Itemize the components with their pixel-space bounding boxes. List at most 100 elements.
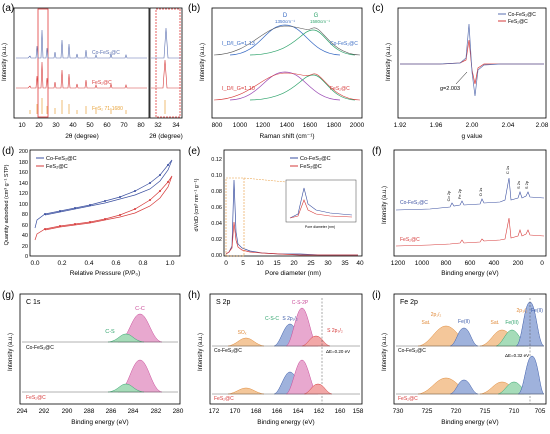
panel-h-peak-sox-top (227, 337, 265, 347)
panel-f-label-co: Co-FeS₂@C (400, 200, 428, 206)
panel-i-peak-fe2-b: Fe(II) (531, 308, 543, 314)
panel-g-peak-CS: C-S (105, 329, 115, 335)
panel-b-xtick: 2000 (350, 122, 365, 129)
panel-i-xticks: 730 725 720 715 710 705 (393, 408, 546, 415)
panel-c-xtick: 2.08 (536, 122, 549, 129)
panel-i-label-fes: FeS₂@C (398, 396, 418, 402)
panel-i-letter: (i) (372, 290, 381, 301)
panel-e: (e) dV/dD (cm³ nm⁻¹ g⁻¹) Pore diameter (… (188, 146, 364, 277)
panel-c-legend-co: Co-FeS₂@C (508, 12, 536, 18)
panel-b: (b) Intensity (a.u.) D G 1350cm⁻¹ 1580cm… (188, 3, 365, 140)
panel-a-frame-right (149, 7, 183, 119)
panel-e-series-fes (225, 221, 358, 256)
panel-b-ratio-bottom: I_D/I_G=1.10 (222, 86, 255, 92)
panel-d-xtick: 1.0 (165, 260, 174, 267)
panel-e-xtick: 5 (241, 260, 245, 267)
panel-e-ytick: 0.12 (211, 157, 222, 163)
panel-i-peak-2p12: 2p₁/₂ (431, 312, 442, 318)
panel-a-series-fes (16, 61, 147, 89)
panel-a-frame-left (13, 7, 150, 119)
panel-f-frame (393, 149, 547, 257)
panel-c-xlabel: g value (462, 133, 483, 140)
panel-b-xtick: 1000 (233, 122, 248, 129)
panel-h-peak-csc-top (301, 335, 331, 347)
panel-e-legend-fes: FeS₂@C (300, 164, 322, 170)
panel-i-peak-2p32: 2p₃/₂ (517, 308, 528, 314)
panel-g-xtick: 284 (128, 408, 139, 415)
panel-c-xtick: 2.04 (502, 122, 515, 129)
panel-f: (f) Intensity (a.u.) Co 2p Fe 2p O 1s C … (372, 146, 547, 277)
panel-b-fit-G-top (249, 29, 356, 56)
panel-g-peak-CC: C-C (135, 306, 145, 312)
panel-f-xtick: 200 (513, 260, 524, 267)
panel-c: (c) Intensity (a.u.) Co-FeS₂@C FeS₂@C g=… (372, 3, 549, 140)
panel-h-frame (209, 293, 363, 405)
panel-g-ylabel: Intensity (a.u.) (8, 333, 14, 371)
panel-h-xtick: 168 (251, 408, 262, 415)
panel-i-shift: ΔE=0.32 eV (505, 353, 529, 358)
panel-h-label-fes: FeS₂@C (214, 396, 234, 402)
panel-e-inset-xlabel: Pore diameter (nm) (305, 225, 335, 229)
panel-c-legend-fes: FeS₂@C (508, 19, 528, 25)
panel-b-fit-D-bottom (229, 71, 341, 101)
panel-d-xticks: 0.0 0.2 0.4 0.6 0.8 1.0 (30, 260, 174, 267)
panel-d-ytick: 120 (19, 191, 28, 197)
panel-i-peak-fe2-12-top (449, 327, 479, 347)
panel-e-ytick: 0.08 (211, 189, 222, 195)
panel-e-letter: (e) (188, 146, 200, 157)
panel-e-yticks: 0.00 0.02 0.04 0.06 0.08 0.10 0.12 (211, 157, 222, 259)
panel-b-fit-G-bottom (249, 74, 356, 101)
panel-i-xtick: 725 (422, 408, 433, 415)
panel-a-xtick: 50 (86, 122, 94, 129)
panel-f-peak-label: Co 2p (446, 190, 451, 201)
panel-d: (d) Quantity adsorbed (cm³ g⁻¹ STP) Co-F… (2, 146, 181, 277)
panel-i-xlabel: Binding energy (eV) (441, 419, 498, 426)
panel-i-xtick: 705 (535, 408, 546, 415)
panel-b-peak-D: D (283, 13, 288, 19)
panel-g-peak-CS-top (107, 333, 145, 343)
panel-g: (g) Intensity (a.u.) C 1s C-C C-S Co-FeS… (2, 290, 184, 426)
panel-a-label-co: Co-FeS₂@C (92, 50, 120, 56)
panel-c-xtick: 1.92 (394, 122, 407, 129)
panel-i-peak-sat-a: Sat. (422, 320, 431, 326)
panel-a-xtick: 40 (69, 122, 77, 129)
panel-a-zoom-co (151, 27, 181, 59)
panel-a-label-fes: FeS₂@C (92, 80, 112, 86)
panel-h-peak-sox-bottom (227, 387, 265, 395)
panel-h-ylabel: Intensity (a.u.) (198, 333, 204, 371)
panel-e-xtick: 0 (224, 260, 228, 267)
panel-f-peak-label: O 1s (478, 188, 483, 196)
panel-a-xlabel: 2θ (degree) (65, 133, 99, 140)
panel-f-xtick: 800 (441, 260, 452, 267)
panel-d-ytick: 40 (22, 233, 28, 239)
panel-a-letter: (a) (2, 3, 14, 14)
panel-d-legend-co: Co-FeS₂@C (46, 156, 77, 162)
panel-a-xtick: 80 (137, 122, 145, 129)
panel-d-ytick: 60 (22, 223, 28, 229)
panel-g-xtick: 292 (39, 408, 50, 415)
panel-d-xtick: 0.2 (57, 260, 66, 267)
panel-g-xtick: 290 (62, 408, 73, 415)
panel-i-xtick: 720 (451, 408, 462, 415)
panel-c-series-co (400, 23, 544, 97)
panel-e-ytick: 0.00 (211, 253, 222, 259)
panel-c-annotation-arrow (455, 71, 468, 85)
panel-b-xtick: 1400 (280, 122, 295, 129)
panel-g-title: C 1s (26, 299, 41, 306)
panel-d-frame (29, 149, 181, 257)
panel-i-label-co: Co-FeS₂@C (398, 348, 426, 354)
panel-b-fit-D-top (229, 24, 341, 56)
panel-a-label-ref: FeS₂ 71-1680 (92, 106, 123, 112)
panel-i-xtick: 730 (393, 408, 404, 415)
panel-h-xtick: 172 (209, 408, 220, 415)
panel-d-xtick: 0.4 (84, 260, 93, 267)
panel-i-peak-fe2-12-bottom (449, 379, 479, 395)
panel-g-xtick: 282 (151, 408, 162, 415)
panel-h-xtick: 170 (230, 408, 241, 415)
panel-a-xtick: 20 (35, 122, 43, 129)
panel-h-label-co: Co-FeS₂@C (214, 348, 242, 354)
panel-g-xtick: 286 (106, 408, 117, 415)
panel-d-ytick: 160 (19, 170, 28, 176)
panel-i-xtick: 715 (480, 408, 491, 415)
